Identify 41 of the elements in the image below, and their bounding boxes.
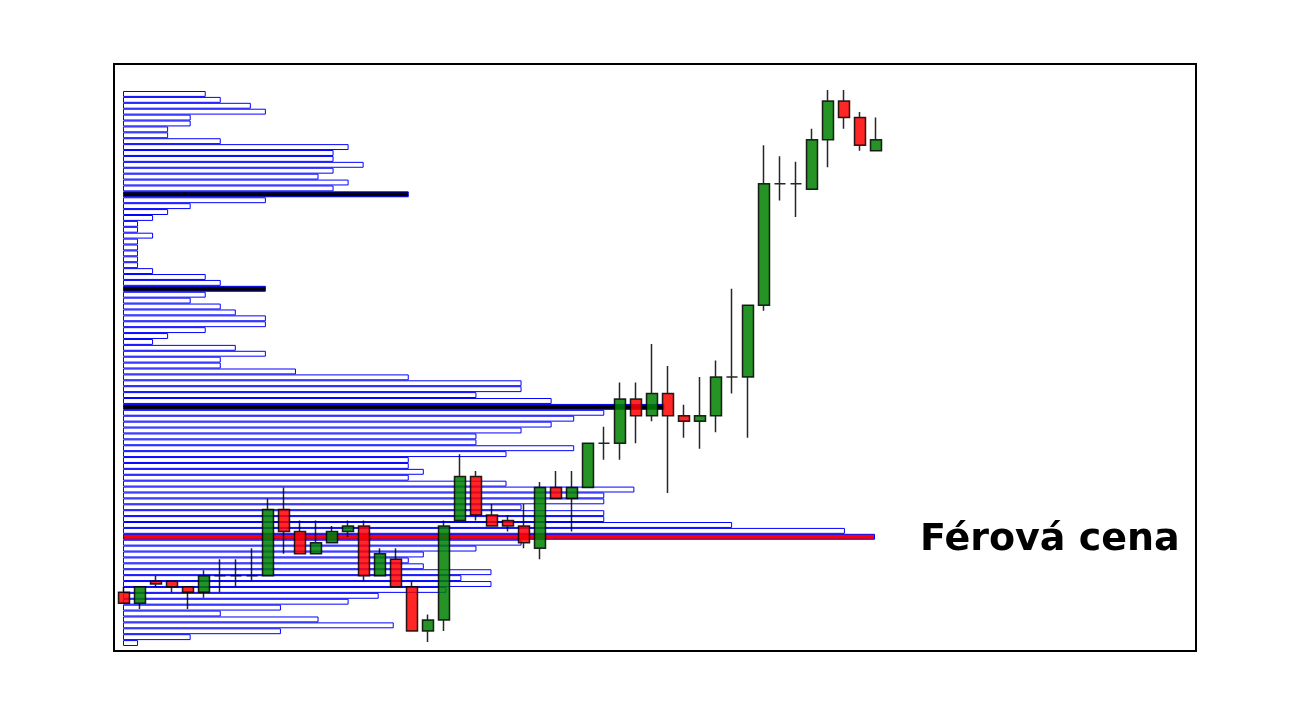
candlestick [805, 127, 819, 191]
candlestick [373, 547, 387, 577]
candlestick [485, 503, 499, 527]
candlestick [533, 481, 547, 560]
candlestick [309, 519, 323, 555]
candlestick [581, 442, 595, 489]
candlestick [469, 470, 483, 522]
candlestick [437, 519, 451, 632]
candlestick [197, 569, 211, 599]
candlestick [341, 519, 355, 538]
candlestick [677, 403, 691, 439]
candlestick [261, 497, 275, 577]
candlestick [421, 613, 435, 643]
candlestick [245, 547, 259, 583]
candlestick [597, 425, 611, 461]
candlestick [405, 580, 419, 632]
candlestick [773, 155, 787, 202]
candlestick [757, 144, 771, 312]
candlestick [693, 376, 707, 450]
candlestick [117, 586, 131, 605]
candlestick [837, 89, 851, 130]
candlestick [229, 558, 243, 588]
candlestick [453, 453, 467, 522]
candlestick [213, 558, 227, 594]
candlestick [741, 304, 755, 439]
candlestick [725, 287, 739, 395]
candlestick [709, 359, 723, 433]
candlestick [869, 116, 883, 152]
text: Férová cena [920, 514, 1180, 559]
candlestick [565, 470, 579, 533]
candlestick [549, 470, 563, 500]
candlestick [501, 514, 515, 533]
candlestick [821, 89, 835, 169]
candlestick [389, 547, 403, 588]
candlestick [789, 161, 803, 218]
candlestick [853, 111, 867, 152]
candlestick [133, 586, 147, 610]
candlestick [325, 525, 339, 544]
candlestick [149, 575, 163, 588]
candlestick [165, 580, 179, 594]
candlestick [181, 586, 195, 610]
